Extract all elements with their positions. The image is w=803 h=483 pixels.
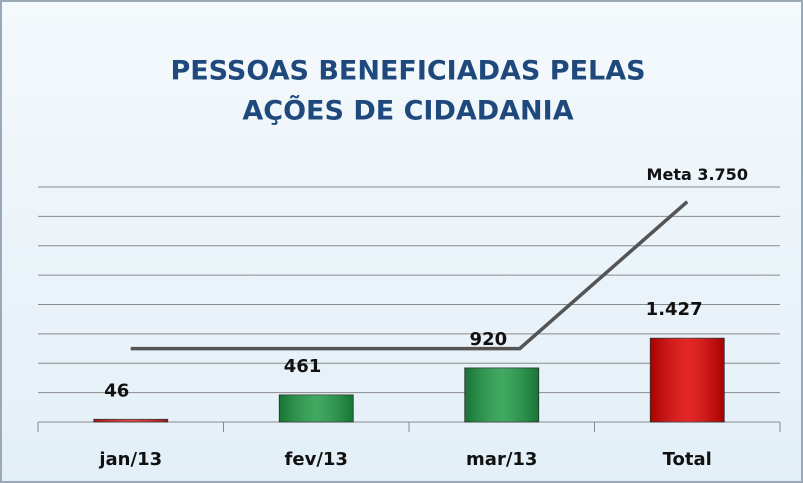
bar-shade: [93, 419, 168, 422]
chart-title: PESSOAS BENEFICIADAS PELAS: [170, 56, 645, 87]
data-label: 46: [104, 380, 129, 401]
chart-title: AÇÕES DE CIDADANIA: [242, 95, 573, 127]
target-line: [130, 200, 689, 351]
x-tick-label: fev/13: [285, 449, 348, 470]
bar-shade: [650, 338, 725, 422]
data-label: 1.427: [646, 299, 703, 320]
x-tick-label: mar/13: [466, 449, 537, 470]
data-label: 461: [284, 356, 322, 377]
x-tick-label: Total: [663, 449, 712, 470]
bar-shade: [279, 394, 354, 422]
bar-shade: [464, 367, 539, 422]
x-tick-label: jan/13: [98, 449, 162, 470]
target-label: Meta 3.750: [647, 165, 748, 184]
data-label: 920: [470, 329, 508, 350]
